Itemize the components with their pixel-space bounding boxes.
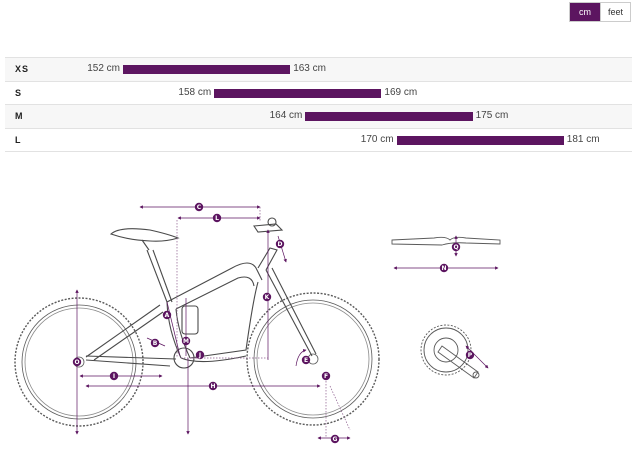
cockpit (253, 217, 284, 233)
marker-i: I (109, 371, 119, 381)
size-label: S (15, 87, 23, 98)
svg-text:E: E (304, 357, 308, 364)
svg-text:B: B (153, 340, 158, 347)
svg-text:J: J (198, 352, 201, 359)
bike-illustration (14, 217, 380, 427)
feet-unit-button[interactable]: feet (600, 3, 630, 21)
marker-a: A (162, 310, 172, 320)
cm-unit-button[interactable]: cm (570, 3, 600, 21)
range-max-label: 175 cm (475, 110, 509, 121)
height-range-bar (305, 112, 473, 121)
svg-text:M: M (183, 338, 189, 345)
front-wheel (246, 292, 380, 426)
svg-text:A: A (165, 312, 170, 319)
marker-m: M (181, 336, 191, 346)
marker-h: H (208, 381, 218, 391)
svg-text:D: D (278, 241, 283, 248)
marker-b: B (150, 338, 160, 348)
size-chart: XS 152 cm 163 cm S 158 cm 169 cm M 164 c… (5, 57, 632, 152)
size-row-l: L 170 cm 181 cm (5, 128, 632, 152)
marker-d: D (275, 239, 285, 249)
marker-e: E (301, 355, 311, 365)
svg-text:G: G (333, 436, 338, 443)
crankset-detail (420, 324, 489, 379)
frame (85, 247, 317, 369)
height-range-bar (123, 65, 291, 74)
marker-q: Q (451, 242, 461, 252)
marker-j: J (195, 350, 205, 360)
saddle (109, 228, 180, 251)
svg-text:L: L (215, 215, 219, 222)
range-min-label: 158 cm (178, 86, 212, 98)
svg-text:O: O (74, 359, 79, 366)
svg-text:H: H (210, 383, 215, 390)
geometry-diagram: C L D K A M B J O I H E F G Q N P (0, 190, 638, 449)
svg-text:N: N (441, 265, 446, 272)
svg-text:I: I (113, 373, 115, 380)
range-max-label: 163 cm (293, 63, 326, 74)
dimension-markers: C L D K A M B J O I H E F G Q N P (72, 202, 475, 444)
range-max-label: 169 cm (384, 86, 418, 98)
marker-f: F (321, 371, 331, 381)
handlebar-detail (391, 235, 501, 270)
range-max-label: 181 cm (566, 133, 600, 145)
size-row-m: M 164 cm 175 cm (5, 105, 632, 129)
height-range-bar (396, 135, 564, 145)
svg-text:C: C (197, 204, 202, 211)
range-min-label: 170 cm (360, 133, 394, 145)
marker-l: L (212, 213, 222, 223)
height-range-bar (214, 88, 382, 98)
range-min-label: 164 cm (269, 110, 303, 121)
marker-k: K (262, 292, 272, 302)
size-label: M (15, 111, 24, 121)
svg-text:K: K (265, 294, 270, 301)
marker-g: G (330, 434, 340, 444)
unit-toggle: cm feet (569, 2, 631, 22)
size-row-s: S 158 cm 169 cm (5, 81, 632, 105)
rear-wheel (14, 297, 144, 427)
range-min-label: 152 cm (87, 63, 120, 74)
size-label: XS (15, 64, 30, 74)
svg-text:Q: Q (453, 244, 458, 251)
svg-text:F: F (324, 373, 328, 380)
size-label: L (15, 134, 22, 145)
marker-o: O (72, 357, 82, 367)
size-row-xs: XS 152 cm 163 cm (5, 58, 632, 82)
svg-text:P: P (468, 352, 473, 359)
marker-c: C (194, 202, 204, 212)
marker-p: P (465, 350, 475, 360)
marker-n: N (439, 263, 449, 273)
